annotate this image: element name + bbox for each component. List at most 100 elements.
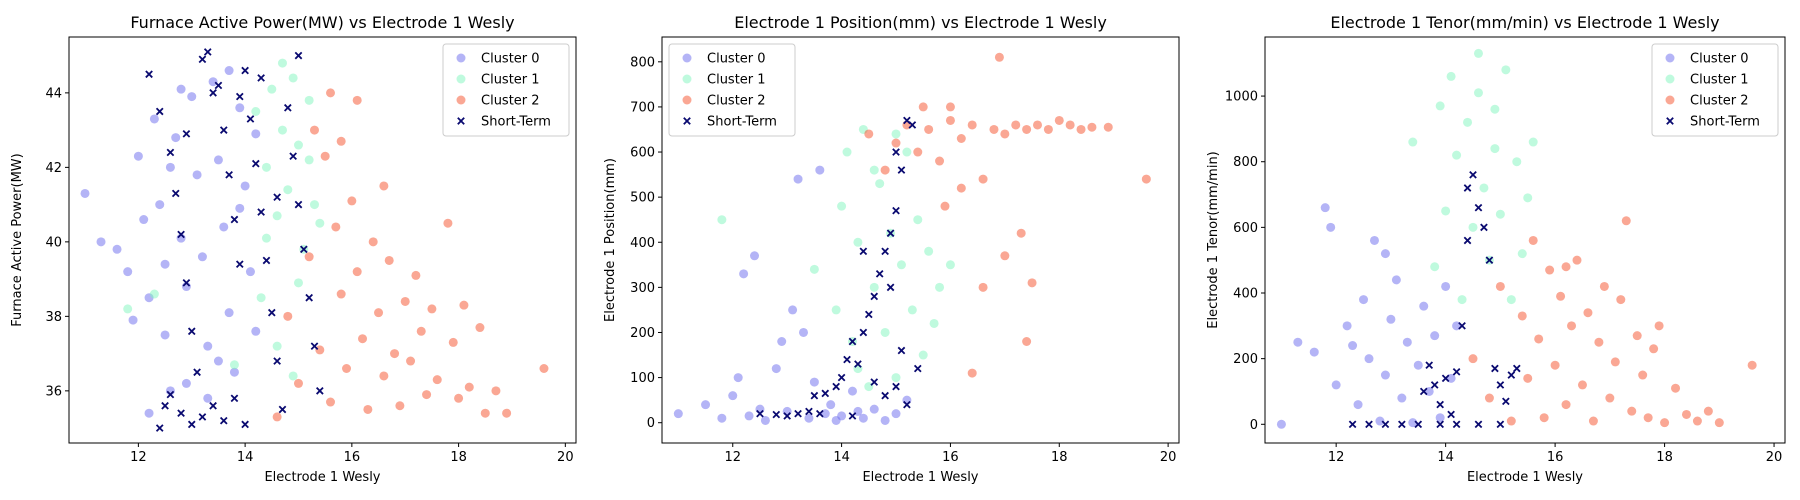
- data-point: [166, 148, 175, 157]
- y-tick-label: 42: [45, 161, 62, 176]
- data-point: [1512, 364, 1521, 373]
- data-point: [1539, 413, 1549, 423]
- data-point: [213, 356, 223, 366]
- legend-marker: [683, 117, 691, 125]
- data-point: [225, 170, 233, 179]
- legend-marker: [682, 95, 692, 105]
- data-point: [1577, 380, 1587, 390]
- data-point: [809, 377, 819, 387]
- series-short-term: [756, 116, 922, 420]
- x-tick-label: 20: [1160, 450, 1177, 465]
- data-point: [288, 371, 298, 381]
- data-point: [853, 237, 863, 247]
- data-point: [1463, 117, 1473, 127]
- data-point: [193, 368, 201, 377]
- data-point: [155, 107, 164, 116]
- data-point: [1436, 400, 1444, 409]
- data-point: [881, 391, 889, 400]
- legend-marker: [682, 53, 692, 63]
- data-point: [1364, 354, 1374, 364]
- data-point: [870, 292, 879, 301]
- legend-label: Short-Term: [707, 115, 777, 130]
- data-point: [832, 382, 840, 391]
- data-point: [1087, 122, 1097, 132]
- series-cluster-0: [1276, 203, 1462, 429]
- data-point: [304, 252, 314, 262]
- data-point: [869, 404, 879, 414]
- data-point: [166, 390, 175, 399]
- data-point: [502, 408, 512, 418]
- legend-marker: [1665, 53, 1675, 63]
- data-point: [288, 73, 298, 83]
- y-tick-label: 0: [1250, 418, 1258, 433]
- data-point: [251, 326, 261, 336]
- data-point: [1523, 373, 1533, 383]
- data-point: [891, 373, 901, 383]
- y-tick-label: 400: [1233, 287, 1258, 302]
- data-point: [1703, 406, 1713, 416]
- data-point: [1441, 374, 1450, 383]
- data-point: [1413, 360, 1423, 370]
- data-point: [1556, 291, 1566, 301]
- data-point: [214, 81, 223, 90]
- data-point: [896, 260, 906, 270]
- legend-marker: [682, 74, 692, 84]
- data-point: [203, 393, 213, 403]
- y-tick-label: 300: [630, 281, 655, 296]
- data-point: [989, 124, 999, 134]
- y-axis-label: Furnace Active Power(MW): [10, 153, 25, 326]
- x-tick-label: 18: [450, 450, 467, 465]
- data-point: [728, 391, 738, 401]
- data-point: [1320, 203, 1330, 213]
- data-point: [1430, 262, 1440, 272]
- data-point: [123, 304, 133, 314]
- data-point: [128, 315, 138, 325]
- data-point: [875, 179, 885, 189]
- data-point: [336, 289, 346, 299]
- data-point: [1502, 397, 1510, 406]
- data-point: [903, 400, 911, 409]
- data-point: [182, 278, 191, 287]
- data-point: [139, 215, 149, 225]
- data-point: [277, 125, 287, 135]
- data-point: [1446, 71, 1456, 81]
- y-tick-label: 0: [647, 416, 655, 431]
- data-point: [956, 134, 966, 143]
- data-point: [278, 405, 287, 414]
- chart-title: Electrode 1 Tenor(mm/min) vs Electrode 1…: [1330, 13, 1719, 32]
- data-point: [918, 350, 928, 360]
- y-tick-label: 200: [1233, 352, 1258, 367]
- data-point: [177, 230, 185, 239]
- data-point: [1654, 321, 1664, 331]
- data-point: [924, 246, 934, 256]
- data-point: [219, 126, 228, 134]
- data-point: [187, 92, 197, 102]
- data-point: [848, 337, 857, 346]
- legend-label: Cluster 0: [1690, 52, 1749, 67]
- data-point: [273, 357, 281, 365]
- data-point: [309, 200, 319, 210]
- data-point: [155, 200, 165, 210]
- data-point: [843, 355, 851, 364]
- data-point: [149, 289, 159, 299]
- legend-marker: [1666, 117, 1674, 125]
- data-point: [1528, 235, 1538, 245]
- y-tick-label: 400: [630, 236, 655, 251]
- data-point: [805, 407, 813, 416]
- data-point: [480, 408, 490, 418]
- data-point: [155, 424, 164, 432]
- data-point: [145, 70, 153, 79]
- data-point: [240, 181, 250, 191]
- data-point: [1425, 361, 1434, 370]
- data-point: [837, 373, 846, 382]
- data-point: [1506, 295, 1516, 305]
- data-point: [794, 409, 802, 418]
- data-point: [422, 390, 432, 400]
- data-point: [1381, 420, 1390, 429]
- data-point: [235, 92, 244, 101]
- data-point: [1692, 416, 1702, 426]
- data-point: [283, 311, 293, 321]
- data-point: [182, 130, 191, 138]
- data-point: [1506, 416, 1516, 426]
- data-point: [358, 334, 368, 344]
